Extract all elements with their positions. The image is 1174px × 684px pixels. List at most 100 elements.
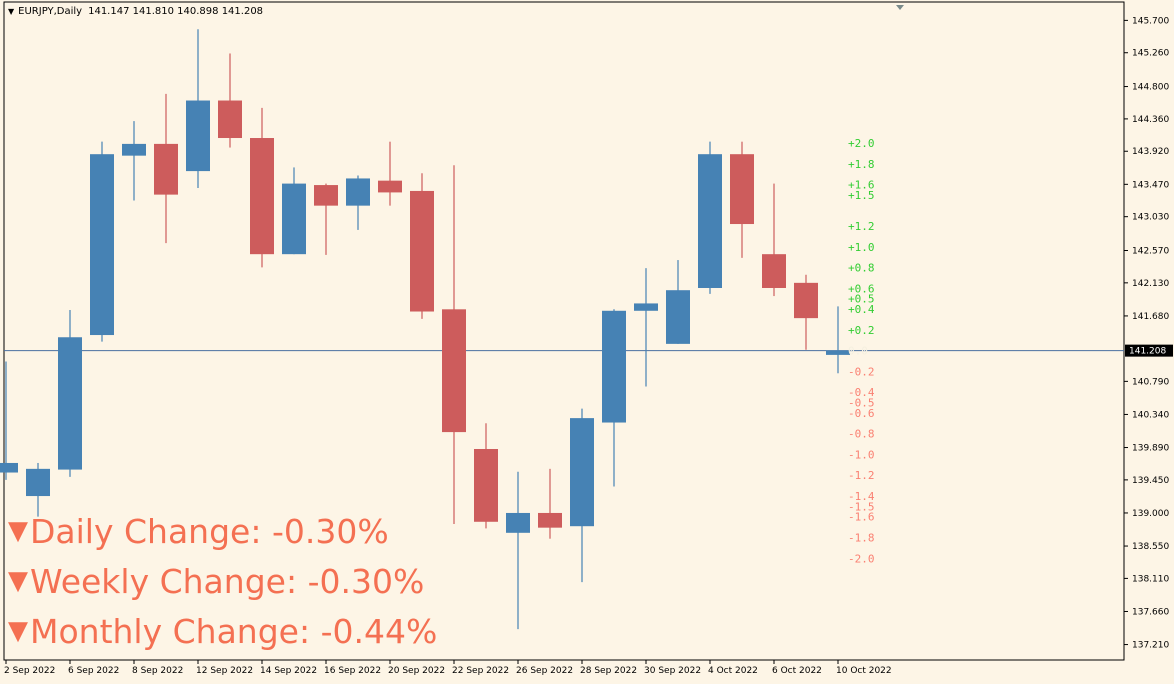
candle-bullish [282, 183, 306, 255]
level-label: +1.6 [848, 179, 875, 192]
chart-header: ▼ EURJPY,Daily 141.147 141.810 140.898 141… [8, 6, 263, 17]
x-tick-label: 10 Oct 2022 [836, 666, 892, 676]
daily-change-value: -0.30% [271, 512, 389, 551]
candle-bullish [186, 100, 210, 172]
ohlc-values: 141.147 141.810 140.898 141.208 [88, 6, 264, 17]
candle-bullish [58, 337, 82, 470]
y-tick-label: 143.470 [1132, 180, 1169, 190]
y-tick-label: 140.790 [1132, 377, 1169, 387]
level-label: -1.2 [848, 469, 875, 482]
level-label: -0.4 [848, 386, 875, 399]
down-arrow-icon: ▼ [8, 516, 28, 546]
candle-bearish [378, 180, 402, 193]
down-arrow-icon: ▼ [8, 616, 28, 646]
level-label: -0.6 [848, 407, 875, 420]
monthly-change-label: Monthly Change: [30, 612, 311, 651]
candle-bearish [154, 143, 178, 195]
level-label: +0.5 [848, 293, 875, 306]
x-tick-label: 6 Sep 2022 [68, 666, 119, 676]
x-tick-label: 2 Sep 2022 [4, 666, 55, 676]
weekly-change-value: -0.30% [307, 562, 425, 601]
candle-bullish [0, 462, 18, 473]
level-label: +0.8 [848, 262, 875, 275]
candle-bearish [218, 100, 242, 139]
y-tick-label: 141.680 [1132, 312, 1169, 322]
candle-bearish [794, 282, 818, 319]
candle-bullish [666, 290, 690, 344]
weekly-change-label: Weekly Change: [30, 562, 298, 601]
candle-bullish [570, 418, 594, 527]
candle-bullish [826, 350, 850, 355]
level-label: -2.0 [848, 552, 875, 565]
level-label: -1.8 [848, 531, 875, 544]
symbol-timeframe: EURJPY,Daily [18, 6, 83, 17]
level-label: +0.4 [848, 303, 875, 316]
y-tick-label: 137.660 [1132, 607, 1169, 617]
candle-bearish [538, 512, 562, 528]
y-tick-label: 143.920 [1132, 147, 1169, 157]
level-label: +0.6 [848, 282, 875, 295]
y-tick-label: 144.800 [1132, 83, 1169, 93]
candle-bearish [410, 190, 434, 312]
candle-bearish [762, 254, 786, 288]
level-label: +2.0 [848, 137, 875, 150]
level-label: -1.4 [848, 490, 875, 503]
candle-bearish [250, 138, 274, 255]
x-tick-label: 4 Oct 2022 [708, 666, 758, 676]
y-tick-label: 137.210 [1132, 641, 1169, 651]
x-tick-label: 8 Sep 2022 [132, 666, 183, 676]
candle-bearish [474, 448, 498, 522]
monthly-change-value: -0.44% [320, 612, 438, 651]
x-tick-label: 12 Sep 2022 [196, 666, 253, 676]
level-label: 0.0 [848, 345, 868, 358]
monthly-change: ▼Monthly Change: -0.44% [8, 612, 437, 651]
dropdown-triangle-icon[interactable]: ▼ [8, 7, 15, 16]
candle-bullish [634, 303, 658, 311]
scroll-marker-icon [896, 5, 904, 10]
level-label: +0.2 [848, 324, 875, 337]
daily-change-label: Daily Change: [30, 512, 262, 551]
x-tick-label: 26 Sep 2022 [516, 666, 573, 676]
y-tick-label: 142.130 [1132, 279, 1169, 289]
y-tick-label: 138.110 [1132, 574, 1169, 584]
x-tick-label: 28 Sep 2022 [580, 666, 637, 676]
level-label: -0.2 [848, 365, 875, 378]
level-label: +1.8 [848, 158, 875, 171]
y-tick-label: 139.450 [1132, 476, 1169, 486]
y-tick-label: 145.260 [1132, 49, 1169, 59]
level-label: +1.5 [848, 189, 875, 202]
level-label: -1.5 [848, 500, 875, 513]
x-tick-label: 22 Sep 2022 [452, 666, 509, 676]
y-tick-label: 145.700 [1132, 16, 1169, 26]
candle-bearish [730, 154, 754, 225]
y-tick-label: 143.030 [1132, 213, 1169, 223]
candle-bullish [90, 154, 114, 336]
y-tick-label: 144.360 [1132, 115, 1169, 125]
candle-bullish [26, 468, 50, 497]
current-price-label: 141.208 [1129, 347, 1166, 357]
candle-bullish [506, 512, 530, 533]
plot-frame [3, 1, 1125, 661]
y-tick-label: 142.570 [1132, 246, 1169, 256]
x-tick-label: 6 Oct 2022 [772, 666, 822, 676]
y-tick-label: 140.340 [1132, 410, 1169, 420]
x-tick-label: 30 Sep 2022 [644, 666, 701, 676]
level-label: +1.0 [848, 241, 875, 254]
daily-change: ▼Daily Change: -0.30% [8, 512, 389, 551]
level-label: +1.2 [848, 220, 875, 233]
x-tick-label: 20 Sep 2022 [388, 666, 445, 676]
x-tick-label: 14 Sep 2022 [260, 666, 317, 676]
candle-bearish [314, 185, 338, 206]
candle-bullish [698, 154, 722, 288]
y-tick-label: 139.890 [1132, 444, 1169, 454]
candle-bullish [602, 310, 626, 423]
level-label: -1.6 [848, 511, 875, 524]
level-label: -0.8 [848, 428, 875, 441]
candle-bullish [346, 178, 370, 206]
y-tick-label: 139.000 [1132, 509, 1169, 519]
y-tick-label: 138.550 [1132, 542, 1169, 552]
candle-bearish [442, 309, 466, 433]
level-label: -0.5 [848, 397, 875, 410]
down-arrow-icon: ▼ [8, 566, 28, 596]
